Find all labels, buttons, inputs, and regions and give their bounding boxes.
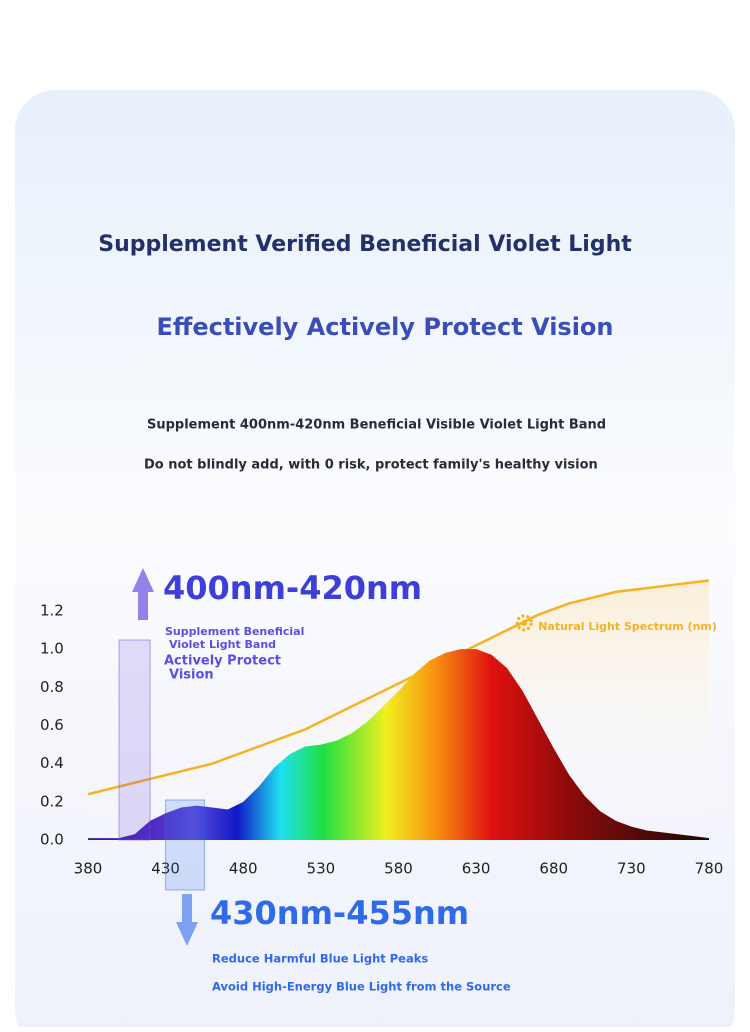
title: Supplement Verified Beneficial Violet Li… <box>98 232 632 257</box>
arrow-up <box>132 568 154 620</box>
band-note: Supplement Beneficial <box>165 625 304 638</box>
band-highlight <box>118 639 151 841</box>
spectrum-area <box>88 649 709 840</box>
info-line: Supplement 400nm-420nm Beneficial Visibl… <box>147 418 606 433</box>
band-label: 400nm-420nm <box>163 569 422 607</box>
y-tick-label: 1.2 <box>40 602 64 620</box>
subtitle: Effectively Actively Protect Vision <box>156 313 613 341</box>
x-tick-label: 630 <box>462 860 491 878</box>
x-tick-label: 730 <box>617 860 646 878</box>
info-line: Do not blindly add, with 0 risk, protect… <box>144 458 598 473</box>
x-tick-label: 380 <box>74 860 103 878</box>
y-tick-label: 0.2 <box>40 792 64 810</box>
band-highlight <box>165 799 205 891</box>
x-tick-label: 780 <box>695 860 724 878</box>
card <box>15 90 735 1032</box>
y-tick-label: 0.6 <box>40 716 64 734</box>
band-note: Violet Light Band <box>169 638 276 651</box>
band-note: Actively Protect <box>164 654 281 669</box>
arrow-down <box>176 894 198 946</box>
legend-icon <box>515 614 533 632</box>
band-note: Avoid High-Energy Blue Light from the So… <box>212 980 511 994</box>
band-label: 430nm-455nm <box>210 894 469 932</box>
x-tick-label: 680 <box>539 860 568 878</box>
natural-light-line <box>87 579 710 796</box>
x-tick-label: 530 <box>307 860 336 878</box>
y-tick-label: 0.0 <box>40 831 64 849</box>
legend-label: Natural Light Spectrum (nm) <box>538 620 717 633</box>
x-tick-label: 580 <box>384 860 413 878</box>
y-tick-label: 0.4 <box>40 754 64 772</box>
band-note: Reduce Harmful Blue Light Peaks <box>212 952 428 966</box>
y-tick-label: 0.8 <box>40 678 64 696</box>
band-note: Vision <box>169 668 214 683</box>
legend-icon-core <box>521 619 528 626</box>
x-tick-label: 480 <box>229 860 258 878</box>
y-tick-label: 1.0 <box>40 640 64 658</box>
